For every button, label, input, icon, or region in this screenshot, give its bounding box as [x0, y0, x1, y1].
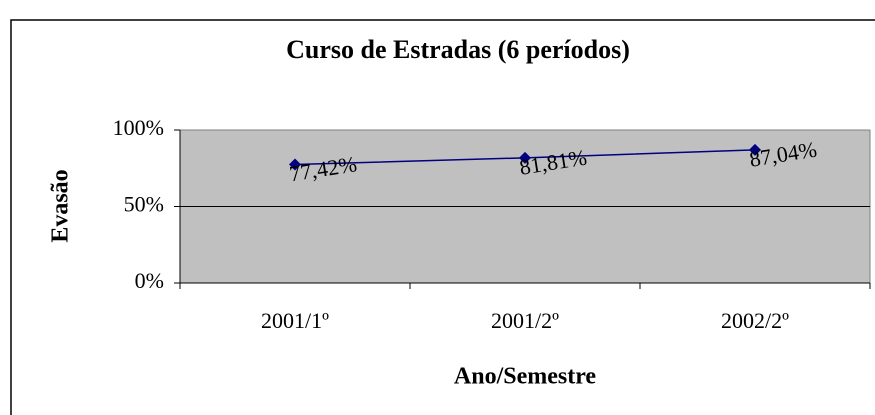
- y-tick-label: 50%: [124, 192, 164, 217]
- y-tick-label: 0%: [135, 268, 164, 293]
- y-tick-label: 100%: [113, 115, 164, 140]
- point-marker: [289, 158, 301, 171]
- x-tick-label: 2001/2º: [491, 308, 559, 333]
- x-tick-label: 2001/1º: [261, 308, 329, 333]
- x-tick-label: 2002/2º: [721, 308, 789, 333]
- x-axis-title: Ano/Semestre: [454, 364, 597, 390]
- point-marker: [749, 143, 761, 156]
- chart-title: Curso de Estradas (6 períodos): [286, 35, 630, 64]
- point-marker: [519, 151, 531, 164]
- y-axis-title: Evasão: [48, 169, 74, 242]
